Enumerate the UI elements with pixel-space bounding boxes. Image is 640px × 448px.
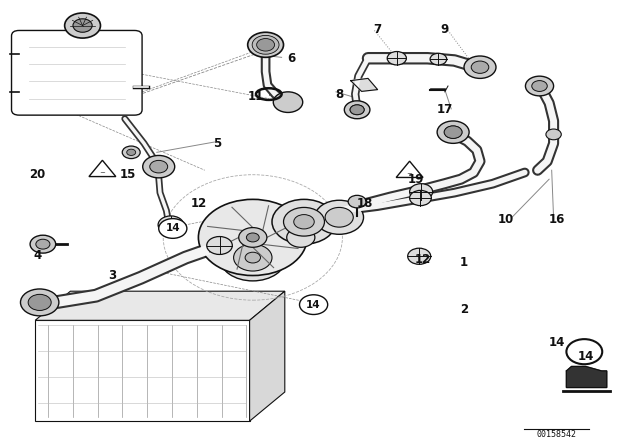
Circle shape bbox=[272, 199, 336, 244]
Circle shape bbox=[158, 216, 184, 234]
Text: 11: 11 bbox=[248, 90, 264, 103]
Circle shape bbox=[350, 105, 364, 115]
Text: 2: 2 bbox=[460, 302, 468, 316]
Text: 17: 17 bbox=[436, 103, 453, 116]
Circle shape bbox=[294, 215, 314, 229]
Circle shape bbox=[245, 252, 260, 263]
Circle shape bbox=[239, 228, 267, 247]
Text: 00158542: 00158542 bbox=[537, 430, 577, 439]
Circle shape bbox=[350, 105, 364, 115]
Text: 9: 9 bbox=[441, 22, 449, 36]
Text: 10: 10 bbox=[497, 213, 514, 226]
Circle shape bbox=[464, 56, 496, 78]
Polygon shape bbox=[89, 160, 116, 177]
Text: 5: 5 bbox=[214, 137, 221, 150]
Circle shape bbox=[127, 149, 136, 155]
Circle shape bbox=[198, 199, 307, 276]
Text: 12: 12 bbox=[190, 197, 207, 211]
Polygon shape bbox=[250, 291, 285, 421]
Text: 6: 6 bbox=[287, 52, 295, 65]
Circle shape bbox=[257, 39, 275, 51]
Text: 14: 14 bbox=[166, 224, 180, 233]
Circle shape bbox=[29, 295, 51, 310]
Circle shape bbox=[159, 219, 187, 238]
Circle shape bbox=[248, 32, 284, 57]
Circle shape bbox=[408, 248, 431, 264]
Circle shape bbox=[444, 126, 462, 138]
Text: 14: 14 bbox=[307, 300, 321, 310]
Circle shape bbox=[287, 228, 315, 247]
Circle shape bbox=[28, 294, 51, 310]
Polygon shape bbox=[351, 78, 378, 91]
Circle shape bbox=[246, 233, 259, 242]
Circle shape bbox=[252, 35, 279, 54]
Circle shape bbox=[220, 234, 286, 281]
Circle shape bbox=[273, 92, 303, 112]
Circle shape bbox=[143, 155, 175, 178]
Text: 18: 18 bbox=[356, 197, 373, 211]
Polygon shape bbox=[566, 366, 607, 388]
Circle shape bbox=[30, 235, 56, 253]
Circle shape bbox=[430, 53, 447, 65]
Circle shape bbox=[348, 195, 366, 208]
Circle shape bbox=[300, 295, 328, 314]
Circle shape bbox=[546, 129, 561, 140]
Text: 4: 4 bbox=[33, 249, 41, 262]
Circle shape bbox=[207, 237, 232, 254]
Circle shape bbox=[344, 101, 370, 119]
Circle shape bbox=[532, 81, 547, 91]
Text: ~: ~ bbox=[99, 170, 106, 176]
Text: 3: 3 bbox=[108, 269, 116, 282]
Circle shape bbox=[325, 207, 353, 227]
Circle shape bbox=[73, 19, 92, 32]
Polygon shape bbox=[35, 320, 250, 421]
Circle shape bbox=[36, 239, 50, 249]
Text: 16: 16 bbox=[548, 213, 565, 226]
Circle shape bbox=[234, 244, 272, 271]
Text: 14: 14 bbox=[577, 349, 594, 363]
Circle shape bbox=[471, 61, 489, 73]
Text: 19: 19 bbox=[408, 172, 424, 186]
Text: ~: ~ bbox=[406, 171, 413, 177]
Circle shape bbox=[437, 121, 469, 143]
Text: 15: 15 bbox=[120, 168, 136, 181]
Text: 7: 7 bbox=[374, 22, 381, 36]
Polygon shape bbox=[35, 291, 285, 320]
Circle shape bbox=[284, 207, 324, 236]
Circle shape bbox=[525, 76, 554, 96]
Circle shape bbox=[387, 52, 406, 65]
Circle shape bbox=[410, 184, 433, 200]
Circle shape bbox=[20, 289, 59, 316]
Circle shape bbox=[410, 190, 431, 206]
Circle shape bbox=[122, 146, 140, 159]
Text: 14: 14 bbox=[548, 336, 565, 349]
Polygon shape bbox=[396, 161, 423, 177]
Text: 1: 1 bbox=[460, 255, 468, 269]
Circle shape bbox=[65, 13, 100, 38]
Text: 12: 12 bbox=[414, 253, 431, 267]
Text: 8: 8 bbox=[335, 87, 343, 101]
Circle shape bbox=[444, 126, 462, 138]
Text: 20: 20 bbox=[29, 168, 45, 181]
Circle shape bbox=[315, 200, 364, 234]
FancyBboxPatch shape bbox=[12, 30, 142, 115]
Circle shape bbox=[150, 160, 168, 173]
